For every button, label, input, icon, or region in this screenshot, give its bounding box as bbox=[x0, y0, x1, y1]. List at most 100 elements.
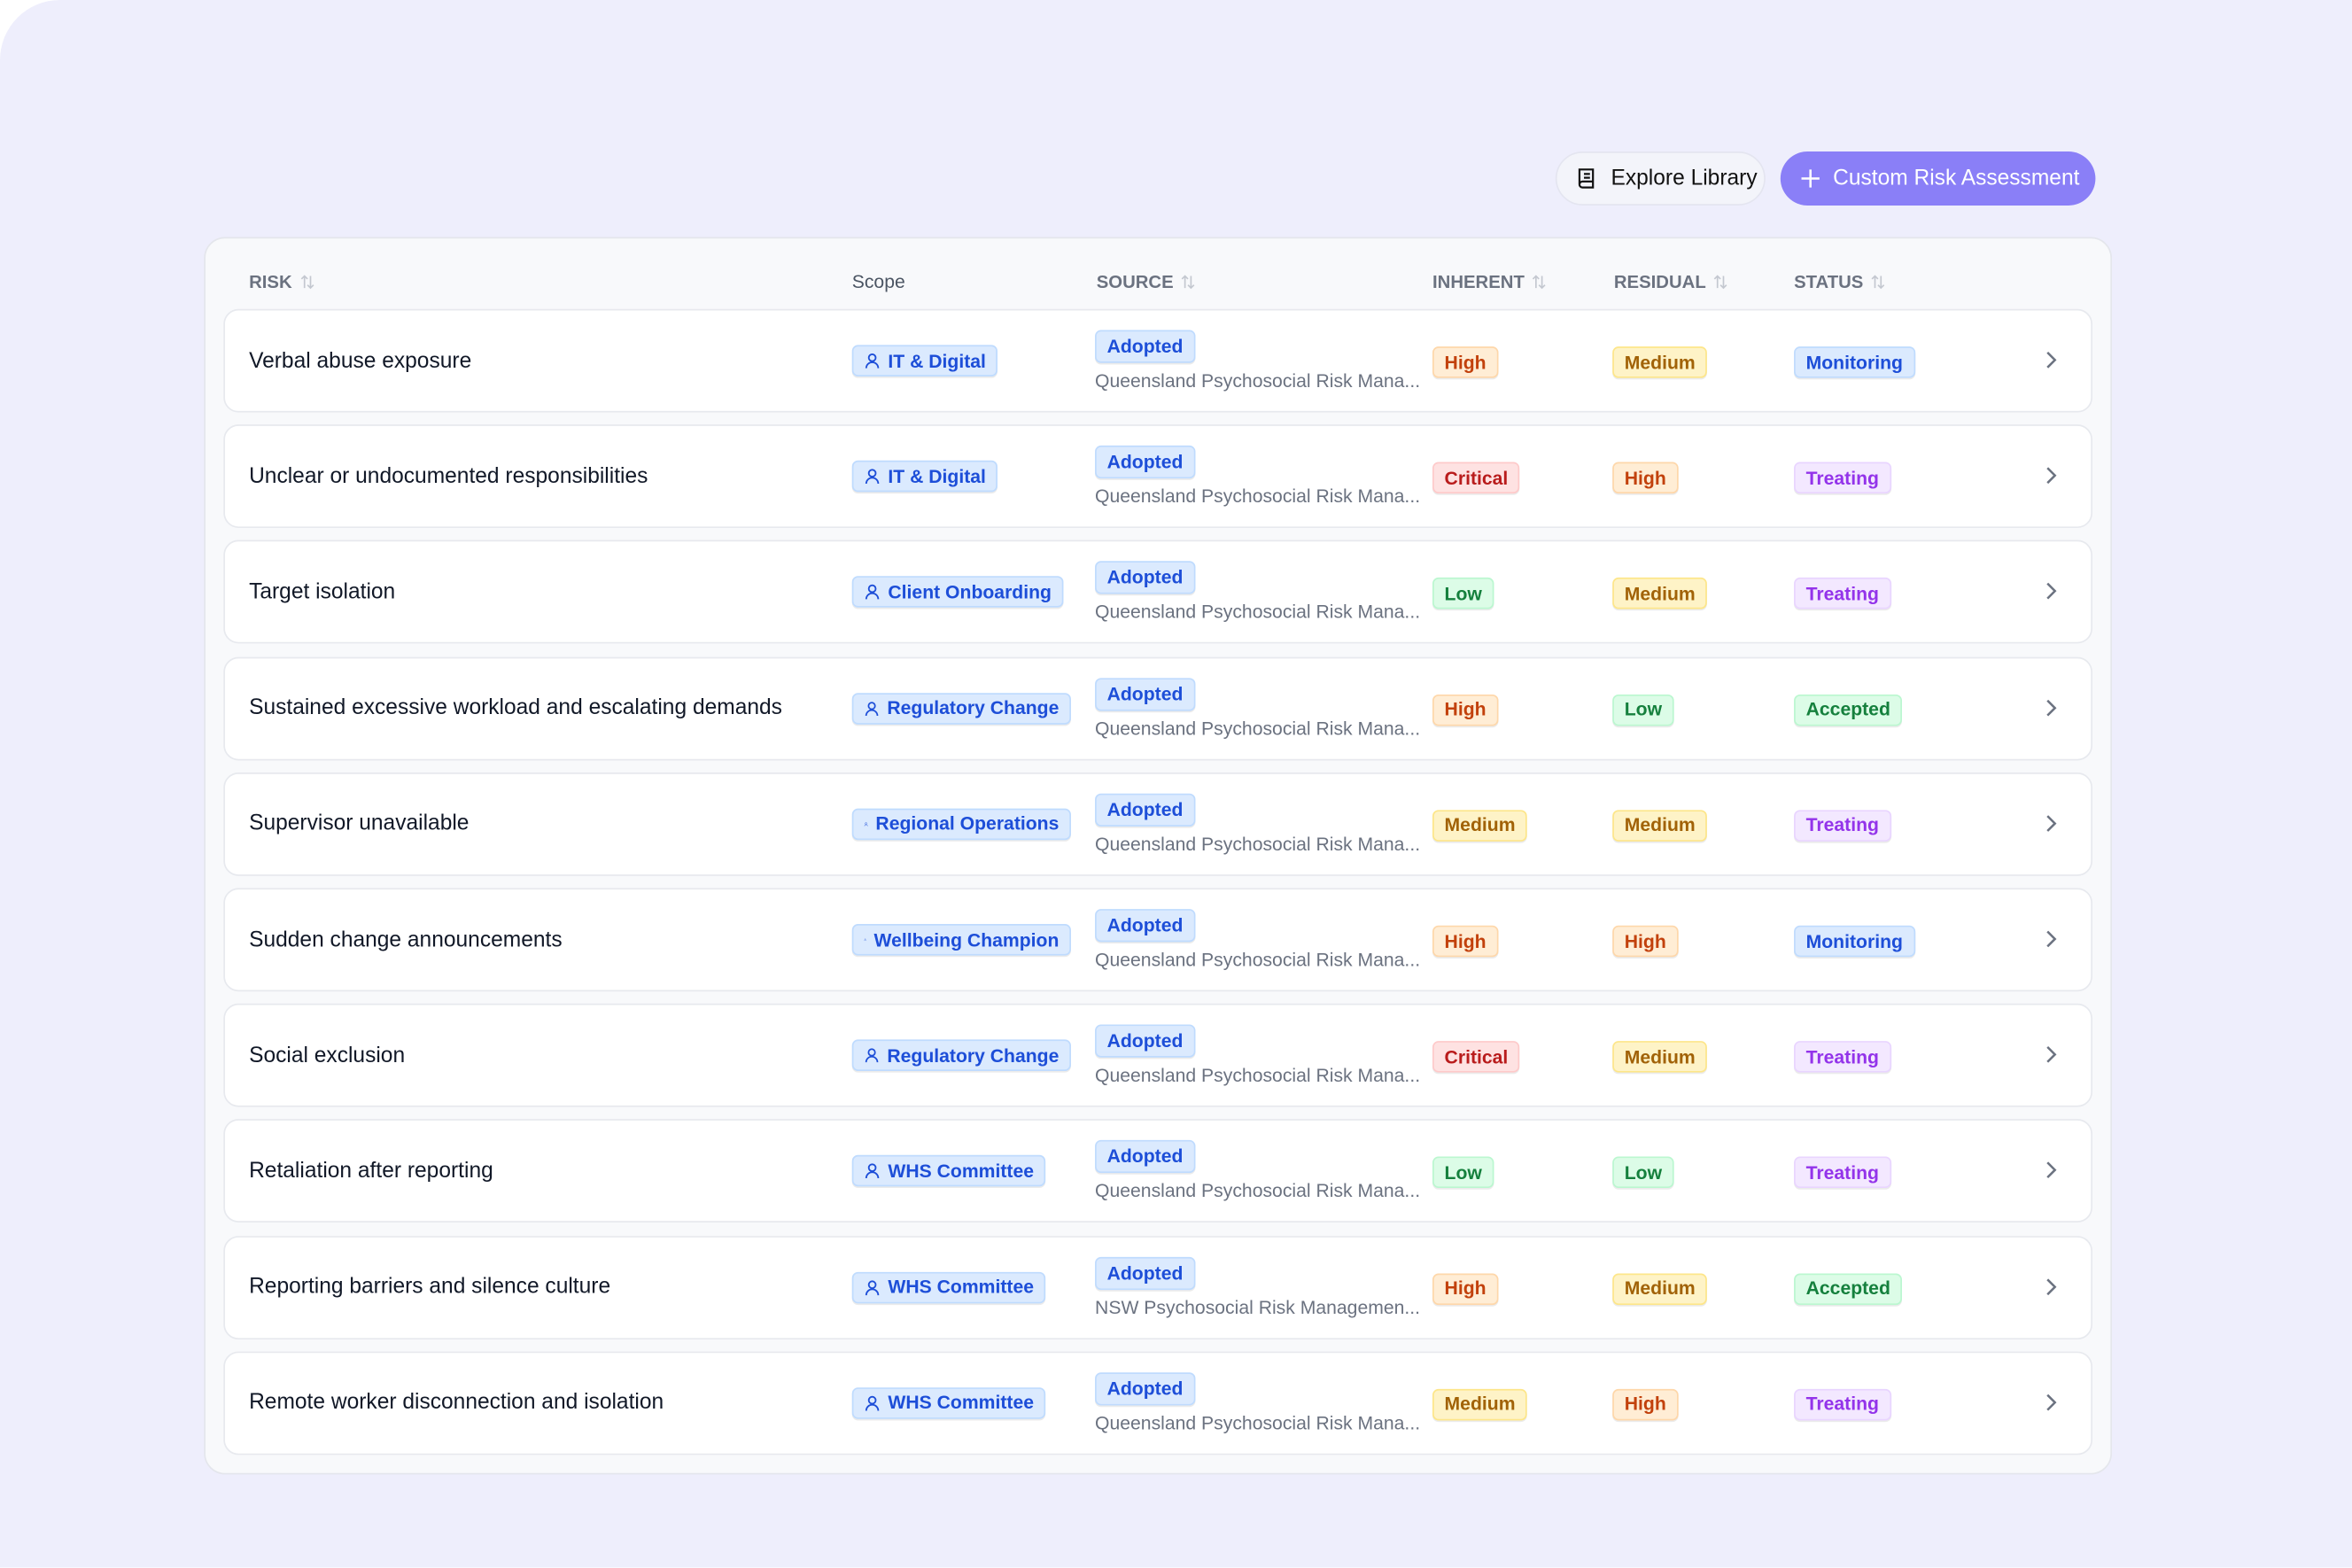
source-badge: Adopted bbox=[1095, 909, 1195, 943]
risk-row[interactable]: Social exclusion Regulatory Change Adopted… bbox=[223, 1004, 2093, 1107]
risk-name: Reporting barriers and silence culture bbox=[249, 1275, 611, 1300]
inherent-badge: High bbox=[1432, 346, 1499, 378]
residual-badge: Low bbox=[1612, 1157, 1674, 1189]
status-badge: Accepted bbox=[1794, 694, 1903, 726]
column-header: Scope bbox=[852, 271, 905, 292]
inherent-badge: Medium bbox=[1432, 1388, 1528, 1421]
risk-row[interactable]: Target isolation Client Onboarding Adopted… bbox=[223, 540, 2093, 645]
scope-label: WHS Committee bbox=[888, 1392, 1035, 1414]
risk-name: Sudden change announcements bbox=[249, 928, 563, 952]
inherent-badge: Critical bbox=[1432, 462, 1520, 494]
sort-icon bbox=[1533, 275, 1547, 290]
inherent-badge: High bbox=[1432, 1272, 1499, 1305]
source-badge: Adopted bbox=[1095, 1371, 1195, 1406]
scope-label: Regulatory Change bbox=[887, 1044, 1060, 1067]
header-label: RISK bbox=[249, 271, 292, 293]
library-icon bbox=[1578, 168, 1595, 189]
scope-badge: Regional Operations bbox=[851, 808, 1071, 840]
source-name: Queensland Psychosocial Risk Mana... bbox=[1095, 602, 1421, 624]
residual-badge: Medium bbox=[1612, 346, 1708, 378]
inherent-badge: Low bbox=[1432, 1157, 1494, 1189]
chevron-icon bbox=[2046, 814, 2057, 832]
scope-badge: Regulatory Change bbox=[851, 692, 1071, 725]
chevron-icon bbox=[2046, 1161, 2057, 1179]
scope-badge: WHS Committee bbox=[851, 1386, 1046, 1419]
inherent-badge: Critical bbox=[1432, 1041, 1520, 1073]
status-badge: Treating bbox=[1794, 809, 1891, 842]
status-badge: Monitoring bbox=[1794, 925, 1915, 958]
source-name: Queensland Psychosocial Risk Mana... bbox=[1095, 949, 1421, 971]
risk-row[interactable]: Remote worker disconnection and isolatio… bbox=[223, 1351, 2093, 1455]
user-icon bbox=[865, 1163, 880, 1179]
scope-label: Regional Operations bbox=[875, 813, 1060, 834]
status-badge: Treating bbox=[1794, 462, 1891, 494]
sort-icon bbox=[1714, 275, 1728, 290]
chevron-icon bbox=[2046, 930, 2057, 948]
column-header[interactable]: INHERENT bbox=[1432, 271, 1549, 292]
source-badge: Adopted bbox=[1095, 330, 1195, 363]
source-badge: Adopted bbox=[1095, 1256, 1195, 1290]
explore-library-button[interactable]: Explore Library bbox=[1555, 151, 1766, 206]
residual-badge: High bbox=[1612, 1388, 1679, 1421]
user-icon bbox=[865, 1048, 879, 1063]
risk-name: Target isolation bbox=[249, 580, 396, 605]
risk-row[interactable]: Sudden change announcements Wellbeing Cha… bbox=[223, 888, 2093, 992]
chevron-icon bbox=[2046, 699, 2057, 716]
inherent-badge: High bbox=[1432, 694, 1499, 726]
scope-label: IT & Digital bbox=[888, 350, 986, 372]
header-label: Scope bbox=[851, 271, 905, 293]
source-name: NSW Psychosocial Risk Managemen... bbox=[1095, 1296, 1421, 1318]
risk-row[interactable]: Sustained excessive workload and escalat… bbox=[223, 656, 2093, 760]
source-name: Queensland Psychosocial Risk Mana... bbox=[1095, 718, 1421, 740]
user-icon bbox=[864, 938, 866, 942]
source-name: Queensland Psychosocial Risk Mana... bbox=[1095, 1181, 1421, 1202]
chevron-icon bbox=[2046, 583, 2057, 601]
risk-row[interactable]: Reporting barriers and silence culture WH… bbox=[223, 1235, 2093, 1339]
user-icon bbox=[864, 822, 868, 827]
scope-label: WHS Committee bbox=[888, 1160, 1035, 1183]
source-badge: Adopted bbox=[1095, 561, 1195, 595]
user-icon bbox=[865, 585, 880, 601]
risk-name: Supervisor unavailable bbox=[249, 811, 470, 836]
risk-row[interactable]: Retaliation after reporting WHS Committee… bbox=[223, 1119, 2093, 1223]
inherent-badge: Medium bbox=[1432, 809, 1528, 842]
risk-row[interactable]: Verbal abuse exposure IT & Digital Adopted… bbox=[223, 308, 2093, 413]
residual-badge: Medium bbox=[1612, 1041, 1708, 1073]
plus-icon bbox=[1801, 169, 1820, 188]
status-badge: Treating bbox=[1794, 578, 1891, 610]
source-badge: Adopted bbox=[1095, 1140, 1195, 1174]
sort-icon bbox=[300, 275, 314, 290]
scope-badge: IT & Digital bbox=[851, 345, 998, 376]
column-header[interactable]: STATUS bbox=[1794, 271, 1887, 292]
user-icon bbox=[865, 1395, 880, 1411]
residual-badge: Medium bbox=[1612, 1272, 1708, 1305]
chevron-icon bbox=[2046, 467, 2057, 485]
sort-icon bbox=[1871, 275, 1885, 290]
column-header[interactable]: SOURCE bbox=[1097, 271, 1198, 292]
header-label: RESIDUAL bbox=[1613, 271, 1706, 293]
column-header[interactable]: RESIDUAL bbox=[1614, 271, 1730, 292]
user-icon bbox=[865, 353, 880, 369]
header-label: STATUS bbox=[1794, 271, 1864, 293]
risk-row[interactable]: Supervisor unavailable Regional Operation… bbox=[223, 772, 2093, 876]
source-badge: Adopted bbox=[1095, 446, 1195, 479]
residual-badge: Medium bbox=[1612, 578, 1708, 610]
scope-badge: WHS Committee bbox=[851, 1271, 1046, 1303]
user-icon bbox=[865, 469, 880, 485]
status-badge: Accepted bbox=[1794, 1272, 1903, 1305]
chevron-icon bbox=[2046, 352, 2057, 369]
custom-risk-button[interactable]: Custom Risk Assessment bbox=[1780, 151, 2096, 206]
risk-row[interactable]: Unclear or undocumented responsibilities… bbox=[223, 424, 2093, 529]
header-label: INHERENT bbox=[1432, 271, 1525, 293]
source-name: Queensland Psychosocial Risk Mana... bbox=[1095, 1412, 1421, 1434]
source-name: Queensland Psychosocial Risk Mana... bbox=[1095, 834, 1421, 855]
column-header[interactable]: RISK bbox=[249, 271, 316, 292]
chevron-icon bbox=[2046, 1046, 2057, 1064]
button-label: Explore Library bbox=[1611, 166, 1758, 191]
risk-name: Social exclusion bbox=[249, 1043, 406, 1068]
user-icon bbox=[865, 701, 879, 716]
status-badge: Treating bbox=[1794, 1041, 1891, 1073]
risk-name: Unclear or undocumented responsibilities bbox=[249, 464, 648, 489]
